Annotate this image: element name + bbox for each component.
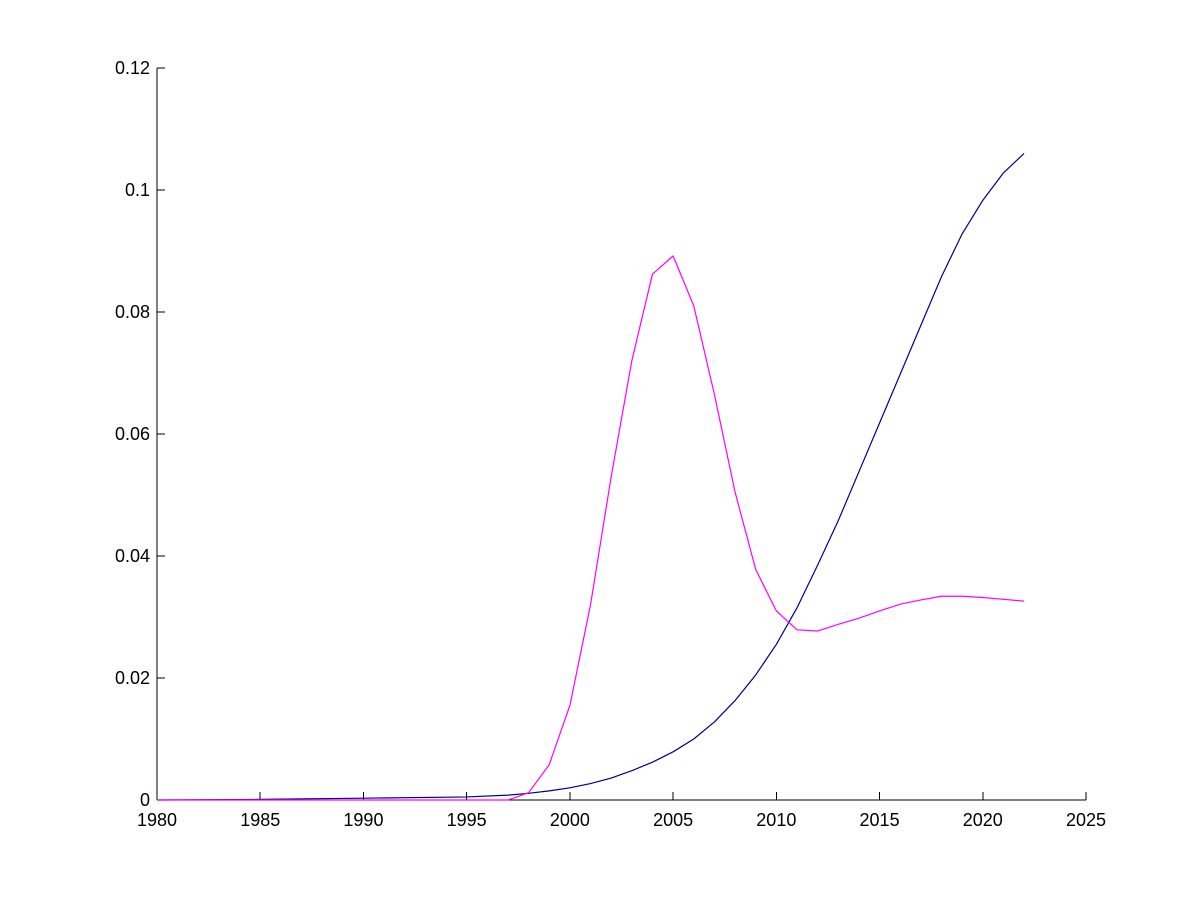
y-tick-label: 0.12: [115, 58, 150, 78]
x-tick-label: 1985: [240, 810, 280, 830]
y-tick-label: 0.04: [115, 546, 150, 566]
series-line-2: [157, 255, 1025, 801]
x-tick-label: 2015: [860, 810, 900, 830]
x-tick-label: 2010: [756, 810, 796, 830]
y-tick-label: 0.08: [115, 302, 150, 322]
x-tick-label: 2025: [1066, 810, 1106, 830]
y-tick-label: 0.06: [115, 424, 150, 444]
series-line-1: [156, 152, 1025, 801]
x-tick-label: 2005: [653, 810, 693, 830]
series-group: [156, 152, 1025, 801]
x-tick-label: 1980: [137, 810, 177, 830]
x-tick-label: 1995: [447, 810, 487, 830]
axes: 1980 1985 1990 1995 2000 2005 2010 2015 2020 2025…: [115, 58, 1106, 830]
y-tick-label: 0.1: [125, 180, 150, 200]
x-tick-label: 1990: [343, 810, 383, 830]
y-tick-label: 0.02: [115, 668, 150, 688]
x-tick-label: 2020: [963, 810, 1003, 830]
x-tick-label: 2000: [550, 810, 590, 830]
y-tick-label: 0: [140, 790, 150, 810]
